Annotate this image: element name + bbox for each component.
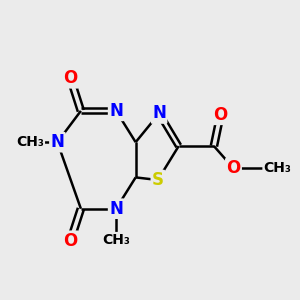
Text: CH₃: CH₃	[263, 161, 291, 175]
Text: O: O	[226, 159, 241, 177]
Text: N: N	[109, 200, 123, 218]
Text: CH₃: CH₃	[102, 233, 130, 247]
Text: O: O	[63, 232, 78, 250]
Text: N: N	[152, 104, 166, 122]
Text: N: N	[109, 102, 123, 120]
Text: N: N	[50, 133, 64, 151]
Text: S: S	[152, 171, 164, 189]
Text: O: O	[213, 106, 228, 124]
Text: O: O	[63, 69, 78, 87]
Text: CH₃: CH₃	[16, 135, 44, 149]
